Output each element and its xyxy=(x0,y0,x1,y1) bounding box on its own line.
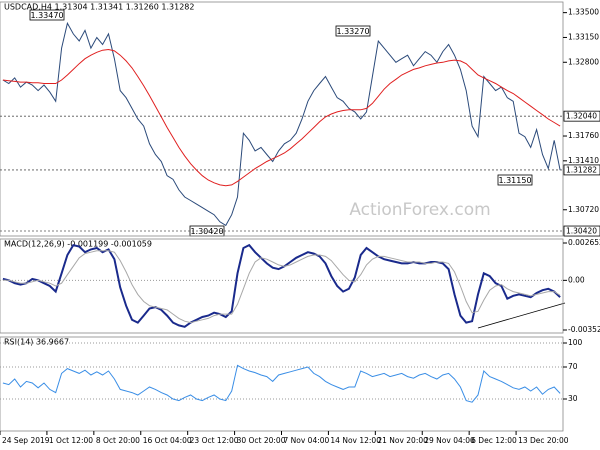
y-tick-label: -0.003526 xyxy=(568,325,600,334)
x-tick-label: 30 Oct 20:00 xyxy=(237,436,286,445)
y-tick-label: 1.33500 xyxy=(568,8,599,17)
series-line xyxy=(2,250,561,324)
level-label: 1.31282 xyxy=(566,165,597,174)
watermark: ActionForex.com xyxy=(349,200,490,220)
annotation: 1.33470 xyxy=(30,11,63,20)
annotation-box xyxy=(497,174,533,186)
x-tick-label: 23 Oct 12:00 xyxy=(190,436,239,445)
panel xyxy=(0,238,564,334)
level-box xyxy=(563,225,600,237)
y-tick-label: 70 xyxy=(568,362,578,371)
annotation: 1.33270 xyxy=(336,27,369,36)
annotation-box xyxy=(29,9,65,21)
x-tick-label: 7 Nov 04:00 xyxy=(284,436,330,445)
level-box xyxy=(563,164,600,176)
y-tick-label: 0.002652 xyxy=(568,238,600,247)
y-tick-label: 100 xyxy=(568,338,583,347)
y-tick-label: 30 xyxy=(568,394,578,403)
x-tick-label: 29 Nov 04:00 xyxy=(424,436,475,445)
y-tick-label: 1.33150 xyxy=(568,32,599,41)
rsi-title: RSI(14) 36.9667 xyxy=(4,338,69,347)
macd-title: MACD(12,26,9) -0.001199 -0.001059 xyxy=(4,240,152,249)
y-tick-label: 1.32800 xyxy=(568,57,599,66)
level-label: 1.32040 xyxy=(566,112,597,121)
series-line xyxy=(2,364,561,403)
x-tick-label: 13 Dec 20:00 xyxy=(518,436,569,445)
x-tick-label: 14 Nov 12:00 xyxy=(330,436,381,445)
annotation-box xyxy=(335,25,371,37)
x-tick-label: 24 Sep 2019 xyxy=(2,436,50,445)
x-tick-label: 8 Oct 20:00 xyxy=(96,436,140,445)
y-tick-label: 1.31410 xyxy=(568,156,599,165)
chart-title: USDCAD,H4 1.31304 1.31341 1.31260 1.3128… xyxy=(4,3,194,12)
x-tick-label: 6 Dec 12:00 xyxy=(471,436,517,445)
y-tick-label: 1.31760 xyxy=(568,131,599,140)
x-tick-label: 21 Nov 20:00 xyxy=(377,436,428,445)
x-tick-label: 16 Oct 04:00 xyxy=(143,436,192,445)
level-label: 1.30420 xyxy=(566,227,597,236)
panel xyxy=(0,336,564,432)
y-tick-label: 1.30720 xyxy=(568,205,599,214)
annotation: 1.30420 xyxy=(190,227,223,236)
level-box xyxy=(563,110,600,122)
trend-line xyxy=(477,302,566,329)
x-tick-label: 1 Oct 12:00 xyxy=(49,436,93,445)
series-line xyxy=(2,21,561,227)
series-line xyxy=(2,243,561,328)
series-line xyxy=(2,48,561,187)
y-tick-label: 0.00 xyxy=(568,275,585,284)
annotation: 1.31150 xyxy=(498,176,531,185)
panel xyxy=(0,1,564,237)
